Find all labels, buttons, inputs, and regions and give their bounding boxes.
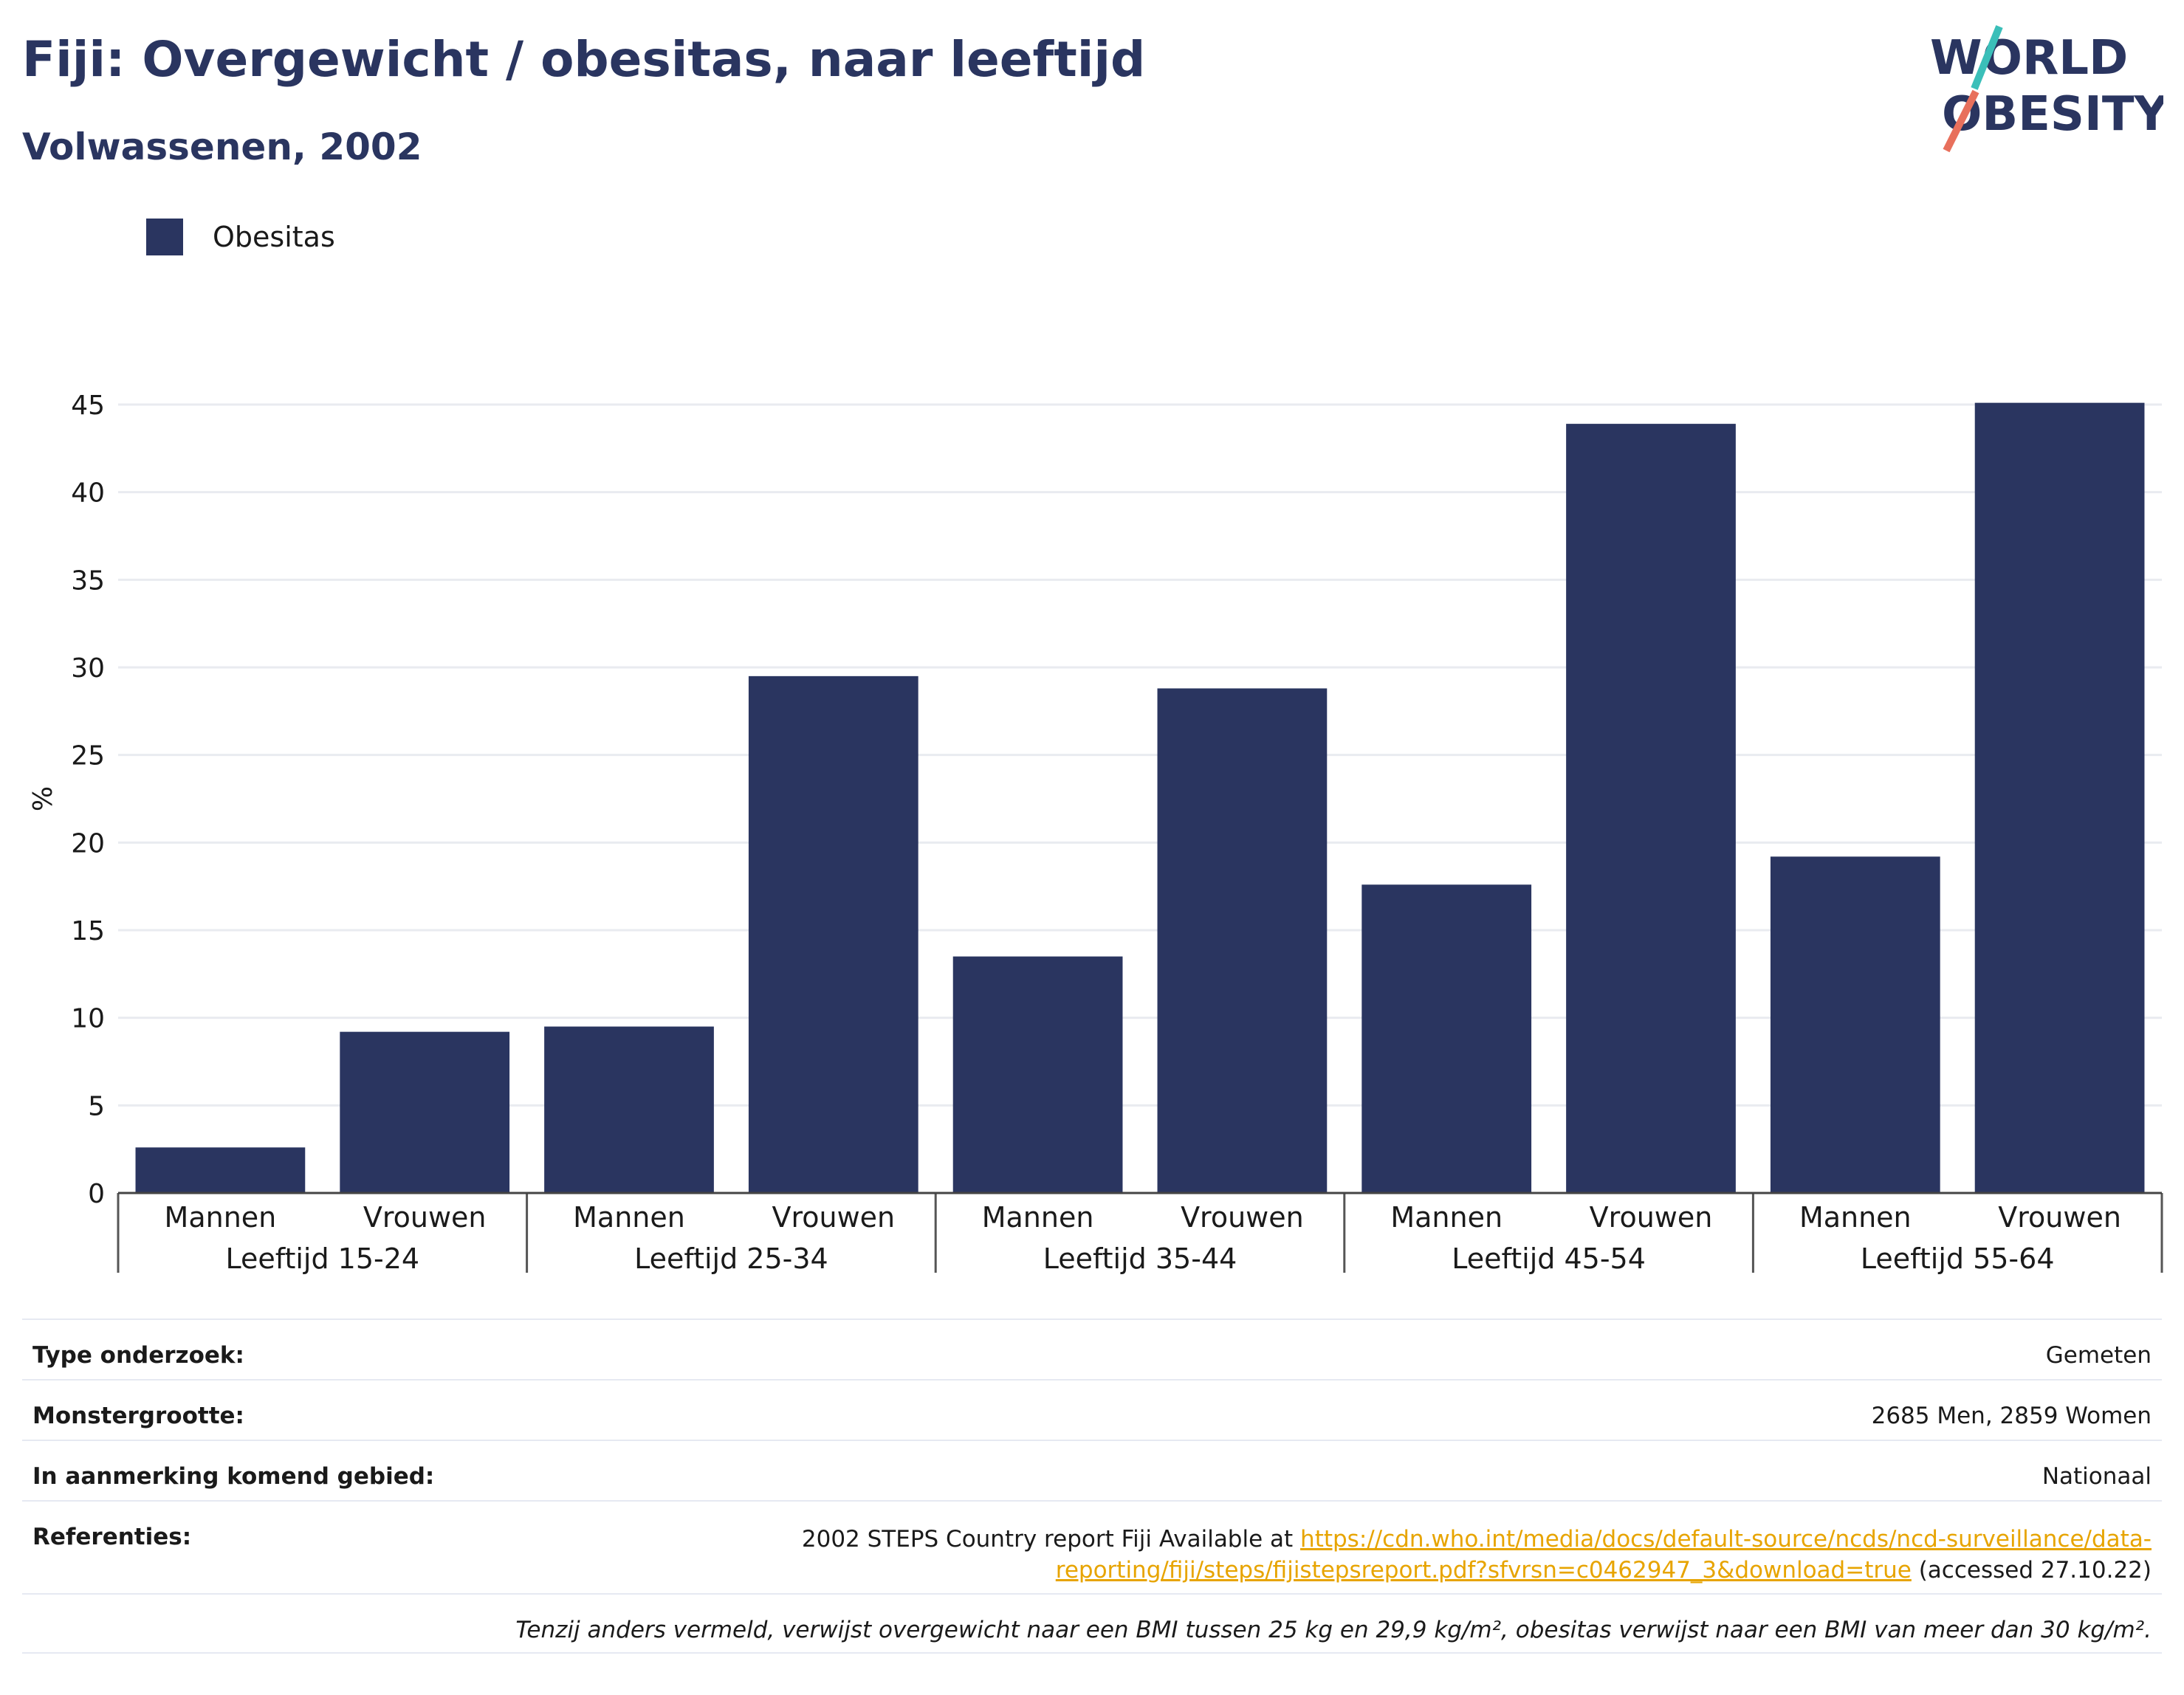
world-obesity-logo: WORLD OBESITY xyxy=(1930,25,2163,153)
x-subcategory-label: Mannen xyxy=(1799,1201,1912,1234)
chart-subtitle: Volwassenen, 2002 xyxy=(22,126,422,168)
x-subcategory-label: Mannen xyxy=(573,1201,685,1234)
y-tick-label: 45 xyxy=(71,391,105,421)
info-row-type: Type onderzoek: Gemeten xyxy=(22,1318,2162,1379)
logo-line1: WORLD xyxy=(1930,31,2128,86)
y-axis-label: % xyxy=(28,786,58,811)
bar-leeftijd-45-54-mannen xyxy=(1361,884,1532,1193)
bar-leeftijd-15-24-mannen xyxy=(135,1147,306,1193)
info-label: Monstergrootte: xyxy=(32,1403,244,1429)
y-tick-label: 40 xyxy=(71,478,105,509)
logo-slash-teal xyxy=(1971,25,2003,90)
logo-slash-coral xyxy=(1943,89,1979,153)
info-value: 2685 Men, 2859 Women xyxy=(1871,1403,2152,1429)
x-subcategory-label: Vrouwen xyxy=(1998,1201,2121,1234)
info-value: Nationaal xyxy=(2042,1463,2152,1490)
x-group-label: Leeftijd 25-34 xyxy=(634,1242,828,1275)
x-group-label: Leeftijd 45-54 xyxy=(1452,1242,1646,1275)
x-group-label: Leeftijd 35-44 xyxy=(1043,1242,1237,1275)
x-subcategory-label: Mannen xyxy=(165,1201,277,1234)
reference-link-part1[interactable]: https://cdn.who.int/media/docs/default-s… xyxy=(1300,1526,2152,1553)
reference-prefix: 2002 STEPS Country report Fiji Available… xyxy=(801,1526,1294,1553)
info-label: Referenties: xyxy=(32,1524,192,1550)
legend-swatch-obesitas xyxy=(146,219,183,255)
x-group-label: Leeftijd 15-24 xyxy=(225,1242,419,1275)
y-tick-label: 0 xyxy=(88,1179,105,1209)
bar-leeftijd-55-64-mannen xyxy=(1770,856,1940,1193)
x-subcategory-label: Mannen xyxy=(1390,1201,1503,1234)
bar-leeftijd-35-44-mannen xyxy=(952,956,1123,1193)
y-tick-label: 5 xyxy=(88,1091,105,1121)
info-value: Gemeten xyxy=(2045,1342,2152,1369)
info-label: Type onderzoek: xyxy=(32,1342,244,1369)
bar-leeftijd-25-34-vrouwen xyxy=(748,675,918,1193)
x-subcategory-label: Mannen xyxy=(982,1201,1094,1234)
info-row-references: Referenties: 2002 STEPS Country report F… xyxy=(22,1500,2162,1593)
legend-label-obesitas: Obesitas xyxy=(213,221,335,253)
bar-leeftijd-15-24-vrouwen xyxy=(340,1031,510,1193)
info-row-sample: Monstergrootte: 2685 Men, 2859 Women xyxy=(22,1379,2162,1440)
bar-leeftijd-25-34-mannen xyxy=(544,1026,714,1193)
x-subcategory-label: Vrouwen xyxy=(1181,1201,1304,1234)
y-tick-label: 30 xyxy=(71,653,105,684)
reference-suffix: (accessed 27.10.22) xyxy=(1918,1557,2152,1584)
y-tick-label: 10 xyxy=(71,1004,105,1034)
bar-leeftijd-55-64-vrouwen xyxy=(1974,402,2145,1193)
info-row-note: Tenzij anders vermeld, verwijst overgewi… xyxy=(22,1593,2162,1654)
info-table: Type onderzoek: Gemeten Monstergrootte: … xyxy=(22,1318,2162,1654)
bar-chart: 0 5 10 15 20 25 30 35 40 45% Mannen Vrouwen Leeftijd… xyxy=(28,391,2163,1275)
y-tick-label: 25 xyxy=(71,741,105,771)
x-subcategory-label: Vrouwen xyxy=(363,1201,487,1234)
y-tick-label: 20 xyxy=(71,828,105,859)
info-label: In aanmerking komend gebied: xyxy=(32,1463,435,1490)
reference-text: 2002 STEPS Country report Fiji Available… xyxy=(802,1524,2152,1586)
legend: Obesitas xyxy=(146,219,335,255)
y-tick-label: 15 xyxy=(71,916,105,946)
x-subcategory-label: Vrouwen xyxy=(1590,1201,1713,1234)
bar-leeftijd-35-44-vrouwen xyxy=(1157,688,1328,1193)
y-tick-label: 35 xyxy=(71,565,105,596)
info-row-area: In aanmerking komend gebied: Nationaal xyxy=(22,1440,2162,1500)
bmi-note: Tenzij anders vermeld, verwijst overgewi… xyxy=(515,1617,2152,1643)
chart-title: Fiji: Overgewicht / obesitas, naar leeft… xyxy=(22,31,1146,88)
x-group-label: Leeftijd 55-64 xyxy=(1861,1242,2055,1275)
bar-leeftijd-45-54-vrouwen xyxy=(1566,424,1736,1193)
logo-line2: OBESITY xyxy=(1942,87,2163,142)
x-subcategory-label: Vrouwen xyxy=(772,1201,895,1234)
reference-link-part2[interactable]: reporting/fiji/steps/fijistepsreport.pdf… xyxy=(1055,1557,1912,1584)
